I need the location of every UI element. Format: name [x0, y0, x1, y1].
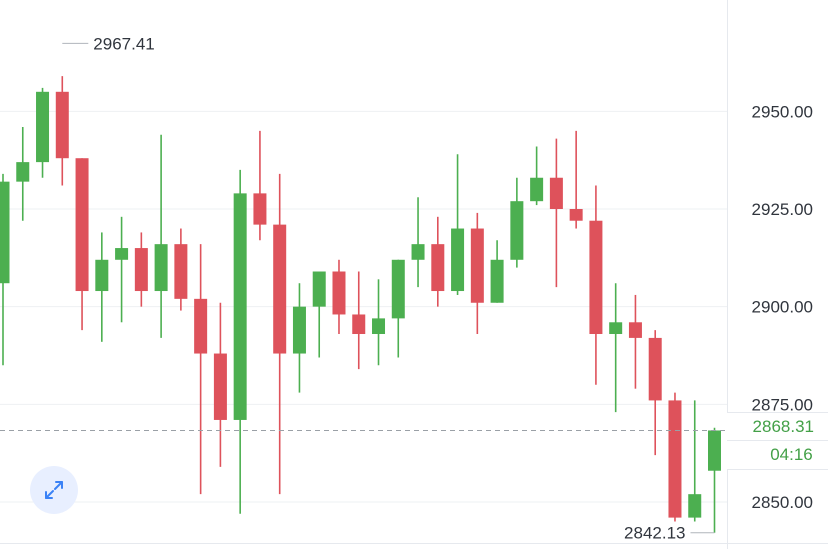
max-price-label: 2967.41 — [93, 34, 154, 53]
price-tick-label: 2950.00 — [752, 102, 813, 121]
countdown-value: 04:16 — [770, 445, 813, 464]
candle-bearish — [134, 232, 148, 307]
grid-layer — [0, 110, 727, 503]
candle-body — [648, 337, 662, 401]
candle-bullish — [16, 126, 30, 221]
candle-bullish — [530, 146, 544, 206]
candle-bearish — [549, 138, 563, 288]
candle-bullish — [391, 259, 405, 358]
candle-body — [95, 259, 109, 292]
candle-bearish — [253, 130, 267, 241]
candle-bearish — [470, 212, 484, 335]
candle-bullish — [154, 134, 168, 338]
candle-body — [115, 248, 129, 260]
candles-layer — [0, 76, 721, 533]
candle-body — [194, 298, 208, 354]
candle-bearish — [55, 76, 69, 186]
candle-bullish — [510, 177, 524, 268]
candle-body — [75, 158, 89, 292]
candle-body — [451, 228, 465, 292]
candle-body — [174, 244, 188, 299]
candle-bearish — [589, 185, 603, 385]
candle-body — [668, 400, 682, 518]
candle-bearish — [174, 228, 188, 311]
candle-body — [530, 177, 544, 202]
candle-body — [292, 306, 306, 354]
candle-body — [273, 224, 287, 354]
candle-body — [372, 318, 386, 335]
candle-bearish — [668, 392, 682, 522]
candle-bullish — [490, 240, 504, 303]
candle-countdown: 04:16 — [727, 441, 828, 470]
price-tick-label: 2850.00 — [752, 493, 813, 512]
candle-bullish — [688, 400, 702, 522]
candle-bearish — [332, 259, 346, 335]
candle-bearish — [273, 173, 287, 495]
candle-bearish — [431, 216, 445, 307]
markers-layer: 2967.41 2842.13 — [0, 34, 727, 543]
candle-body — [688, 494, 702, 518]
candle-bullish — [292, 283, 306, 393]
candle-body — [332, 271, 346, 315]
candle-body — [549, 177, 563, 209]
candle-bearish — [648, 330, 662, 456]
candle-bullish — [372, 279, 386, 366]
current-price-value: 2868.31 — [752, 416, 814, 436]
candle-body — [0, 181, 10, 284]
candle-body — [589, 220, 603, 335]
candle-bullish — [708, 427, 721, 533]
candle-body — [36, 91, 50, 163]
expand-chart-button[interactable] — [30, 466, 78, 514]
candle-body — [55, 91, 69, 159]
candle-body — [233, 193, 247, 420]
candle-bearish — [75, 158, 89, 331]
candle-body — [253, 193, 267, 225]
candle-bullish — [36, 87, 50, 178]
candle-body — [708, 430, 721, 471]
candle-bearish — [194, 244, 208, 495]
candle-bearish — [569, 130, 583, 229]
candle-bullish — [451, 154, 465, 295]
candle-body — [470, 228, 484, 303]
candle-body — [391, 259, 405, 319]
candle-bullish — [312, 271, 326, 358]
candle-bullish — [233, 169, 247, 514]
candle-bullish — [95, 232, 109, 342]
candle-bearish — [628, 294, 642, 389]
min-price-label: 2842.13 — [624, 524, 685, 543]
candle-body — [16, 162, 30, 182]
candle-body — [431, 244, 445, 292]
candle-bullish — [0, 173, 10, 366]
candle-bullish — [115, 216, 129, 323]
price-tick-label: 2925.00 — [752, 200, 813, 219]
candle-body — [312, 271, 326, 307]
candle-body — [134, 248, 148, 292]
candle-bearish — [213, 302, 227, 467]
candle-body — [213, 353, 227, 420]
price-tick-label: 2900.00 — [752, 298, 813, 317]
candle-body — [569, 208, 583, 221]
candle-body — [490, 259, 504, 303]
candle-body — [628, 322, 642, 338]
price-tick-label: 2875.00 — [752, 395, 813, 414]
candle-bullish — [411, 197, 425, 288]
candle-body — [352, 314, 366, 335]
candle-body — [510, 201, 524, 260]
candle-bearish — [352, 271, 366, 370]
candle-body — [609, 322, 623, 335]
candle-body — [154, 244, 168, 292]
expand-arrows-icon — [45, 481, 63, 499]
candle-body — [411, 244, 425, 260]
candle-bullish — [609, 283, 623, 413]
current-price-label: 2868.31 — [727, 412, 828, 441]
